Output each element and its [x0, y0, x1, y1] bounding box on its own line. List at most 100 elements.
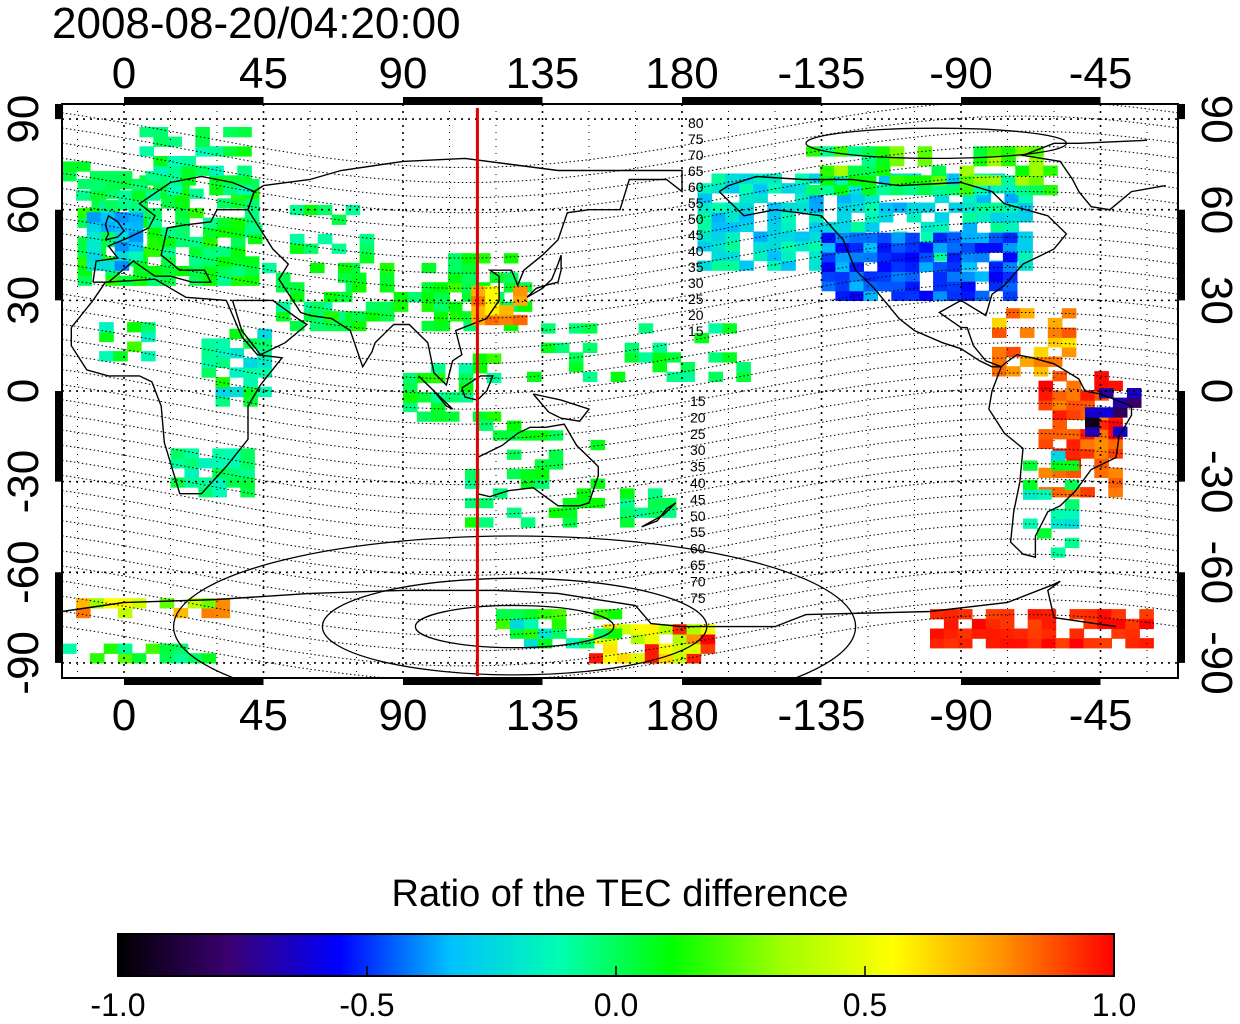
tec-cell — [795, 241, 810, 252]
tec-cell — [686, 624, 702, 635]
tec-cell — [700, 624, 716, 635]
tec-cell — [837, 202, 852, 213]
contour-label: 15 — [688, 323, 704, 339]
tec-cell — [240, 487, 255, 498]
tec-cell — [1083, 609, 1098, 620]
tec-cell — [77, 265, 93, 277]
tec-cell — [630, 624, 646, 635]
tec-cell — [189, 246, 204, 257]
tec-cell — [275, 272, 291, 283]
tec-cell — [226, 448, 241, 459]
tec-cell — [506, 420, 522, 431]
tec-cell — [905, 290, 920, 301]
tec-cell — [117, 200, 133, 211]
contour-line — [62, 432, 1178, 501]
tec-cell — [534, 459, 550, 470]
tec-cell — [933, 271, 948, 282]
tec-cell — [603, 643, 618, 654]
tec-cell — [1080, 390, 1095, 401]
tec-cell — [589, 653, 604, 664]
x-tick-label: -45 — [1069, 49, 1133, 98]
tec-cell — [244, 217, 260, 228]
frame-bar — [961, 678, 1101, 685]
tec-cell — [889, 156, 905, 167]
tec-cell — [99, 351, 114, 362]
tec-cell — [974, 242, 990, 253]
tec-cell — [847, 146, 863, 157]
frame-bar — [55, 391, 62, 482]
tec-cell — [201, 653, 217, 664]
tec-cell — [517, 301, 533, 312]
tec-cell — [1111, 628, 1126, 639]
tec-cell — [114, 250, 130, 262]
tec-cell — [973, 175, 988, 186]
tec-cell — [849, 261, 864, 272]
tec-cell — [931, 185, 947, 196]
tec-cell — [917, 156, 933, 167]
tec-cell — [985, 638, 1001, 649]
tec-cell — [217, 256, 232, 267]
frame-bar — [1178, 391, 1185, 482]
contour-label: 25 — [690, 426, 706, 442]
tec-cell — [672, 633, 688, 645]
colorbar-tick-label: 0.0 — [594, 987, 638, 1023]
tec-cell — [849, 271, 864, 282]
tec-cell — [992, 317, 1007, 329]
tec-cell — [624, 352, 640, 363]
tec-cell — [708, 371, 723, 382]
tec-cell — [147, 227, 162, 238]
tec-cell — [1066, 409, 1081, 420]
tec-cell — [551, 609, 567, 620]
y-tick-labels-right: 90 60 30 0 -30 -60 -90 — [1192, 95, 1240, 695]
tec-cell — [275, 301, 291, 312]
tec-cell — [697, 221, 713, 233]
tec-cell — [1108, 467, 1123, 478]
tec-cell — [215, 377, 231, 388]
tec-cell — [215, 357, 231, 369]
tec-cell — [478, 497, 494, 509]
tec-cell — [217, 246, 232, 257]
tec-cell — [215, 396, 231, 407]
tec-cell — [230, 217, 246, 228]
tec-cell — [610, 371, 626, 382]
tec-cell — [861, 165, 877, 176]
tec-cell — [1064, 479, 1080, 491]
tec-cell — [359, 243, 375, 254]
colorbar: -1.0 -0.5 0.0 0.5 1.0 — [90, 933, 1136, 1023]
tec-cell — [658, 624, 674, 635]
tec-cell — [195, 165, 210, 176]
tec-cell — [393, 301, 409, 312]
tec-cell — [1027, 609, 1043, 620]
tec-cell — [1041, 618, 1057, 630]
tec-cell — [919, 290, 934, 301]
tec-cell — [147, 207, 162, 219]
tec-cell — [863, 271, 878, 282]
tec-cell — [289, 233, 305, 245]
tec-cell — [672, 643, 688, 654]
contour-labels: 8075706560555045403530252015152025303540… — [688, 115, 706, 606]
y-tick-label: 90 — [1192, 95, 1240, 144]
tec-cell — [1094, 419, 1109, 430]
tec-cell — [243, 367, 258, 378]
tec-cell — [767, 202, 782, 213]
tec-cell — [117, 607, 133, 619]
tec-cell — [496, 609, 511, 620]
tec-cell — [103, 171, 119, 182]
coastline — [231, 299, 309, 356]
tec-cell — [697, 241, 713, 252]
tec-cell — [503, 320, 519, 332]
tec-cell — [229, 348, 244, 359]
tec-cell — [962, 212, 978, 223]
contour-line — [62, 342, 1178, 410]
contour-line — [62, 447, 1178, 516]
contour-line — [62, 568, 1178, 637]
tec-cell — [957, 628, 973, 639]
tec-cell — [77, 207, 93, 219]
tec-cell — [971, 618, 987, 630]
tec-cell — [934, 250, 950, 262]
tec-cell — [1004, 183, 1019, 194]
tec-cell — [189, 265, 204, 277]
tec-cell — [1002, 242, 1018, 253]
tec-cell — [175, 227, 190, 238]
tec-cell — [323, 311, 339, 322]
